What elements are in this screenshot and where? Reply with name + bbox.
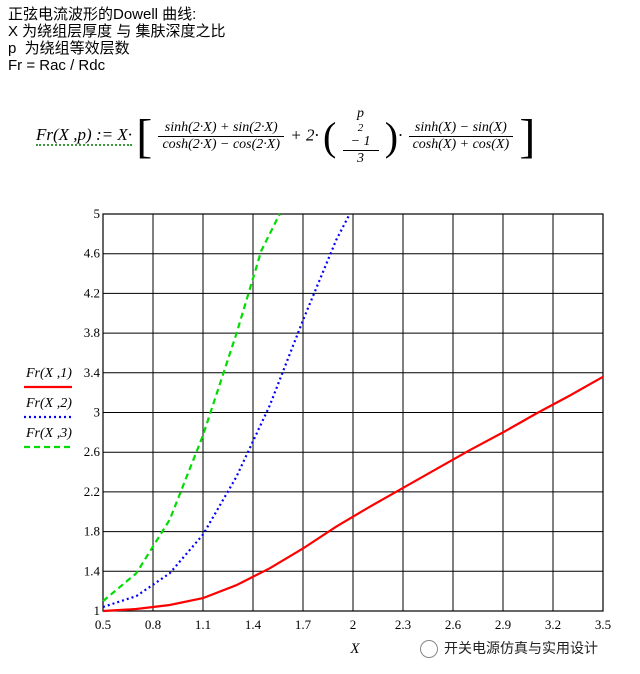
x-tick-label: 0.8 — [145, 617, 161, 632]
x-tick-label: 3.5 — [595, 617, 611, 632]
x-tick-label: 2.3 — [395, 617, 411, 632]
fraction-2-rest: − 1 — [350, 134, 371, 149]
description-line-3: p 为绕组等效层数 — [8, 40, 130, 57]
fraction-2-base: p — [357, 106, 365, 121]
left-paren: ( — [322, 114, 337, 159]
watermark: 开关电源仿真与实用设计 — [420, 638, 598, 659]
wechat-logo-icon — [420, 640, 438, 659]
x-tick-label: 3.2 — [545, 617, 561, 632]
legend-label-2: Fr(X ,2) — [25, 396, 72, 411]
series-line-3 — [102, 213, 281, 602]
y-tick-label: 2.2 — [84, 484, 100, 499]
formula-dot: · — [398, 125, 403, 145]
y-tick-label: 5 — [94, 206, 101, 221]
watermark-text: 开关电源仿真与实用设计 — [444, 640, 598, 656]
formula-middle-term: + 2· — [290, 125, 319, 145]
x-axis-label: X — [349, 641, 360, 657]
formula-lhs: Fr(X ,p) := X· — [36, 125, 132, 147]
y-tick-label: 3 — [94, 405, 101, 420]
fraction-2-denominator: 3 — [357, 151, 365, 166]
description-line-1: 正弦电流波形的Dowell 曲线: — [8, 6, 197, 23]
legend-label-1: Fr(X ,1) — [25, 366, 72, 381]
dowell-chart: 0.5 0.8 1.1 1.4 1.7 2 2.3 2.6 2.9 3.2 3.5 1 1.4 1.8 2.… — [24, 206, 611, 657]
x-tick-label: 2.9 — [495, 617, 511, 632]
y-tick-label: 2.6 — [84, 444, 101, 459]
x-tick-label: 0.5 — [95, 617, 111, 632]
y-tick-label: 3.8 — [84, 325, 100, 340]
description-line-4: Fr = Rac / Rdc — [8, 57, 106, 74]
x-tick-label: 1.1 — [195, 617, 211, 632]
fraction-3-denominator: cosh(X) + cos(X) — [412, 137, 510, 152]
fraction-2-exponent: 2 — [357, 122, 364, 134]
x-tick-label: 1.7 — [295, 617, 312, 632]
y-tick-label: 4.6 — [84, 246, 101, 261]
right-paren: ) — [384, 114, 399, 159]
description: 正弦电流波形的Dowell 曲线: X 为绕组层厚度 与 集肤深度之比 p 为绕… — [8, 6, 226, 74]
x-tick-label: 2 — [350, 617, 357, 632]
x-tick-label: 2.6 — [445, 617, 462, 632]
x-tick-label: 1.4 — [245, 617, 262, 632]
right-bracket: ] — [519, 110, 536, 163]
fraction-1-denominator: cosh(2·X) − cos(2·X) — [162, 137, 280, 152]
left-bracket: [ — [136, 110, 153, 163]
y-tick-label: 1.4 — [84, 563, 101, 578]
fraction-1: sinh(2·X) + sin(2·X) cosh(2·X) − cos(2·X… — [158, 120, 284, 153]
plot-frame — [102, 213, 604, 612]
y-tick-label: 1.8 — [84, 524, 100, 539]
y-tick-label: 3.4 — [84, 365, 101, 380]
fraction-3-numerator: sinh(X) − sin(X) — [408, 120, 514, 137]
fraction-1-numerator: sinh(2·X) + sin(2·X) — [158, 120, 284, 137]
y-tick-label: 4.2 — [84, 285, 100, 300]
series-line-1 — [102, 375, 604, 613]
y-tick-label: 1 — [94, 603, 101, 618]
legend-label-3: Fr(X ,3) — [25, 426, 72, 441]
dowell-formula: Fr(X ,p) := X· [ sinh(2·X) + sin(2·X) co… — [36, 106, 535, 167]
fraction-3: sinh(X) − sin(X) cosh(X) + cos(X) — [408, 120, 514, 153]
series-line-2 — [102, 213, 351, 609]
description-line-2: X 为绕组层厚度 与 集肤深度之比 — [8, 23, 226, 40]
